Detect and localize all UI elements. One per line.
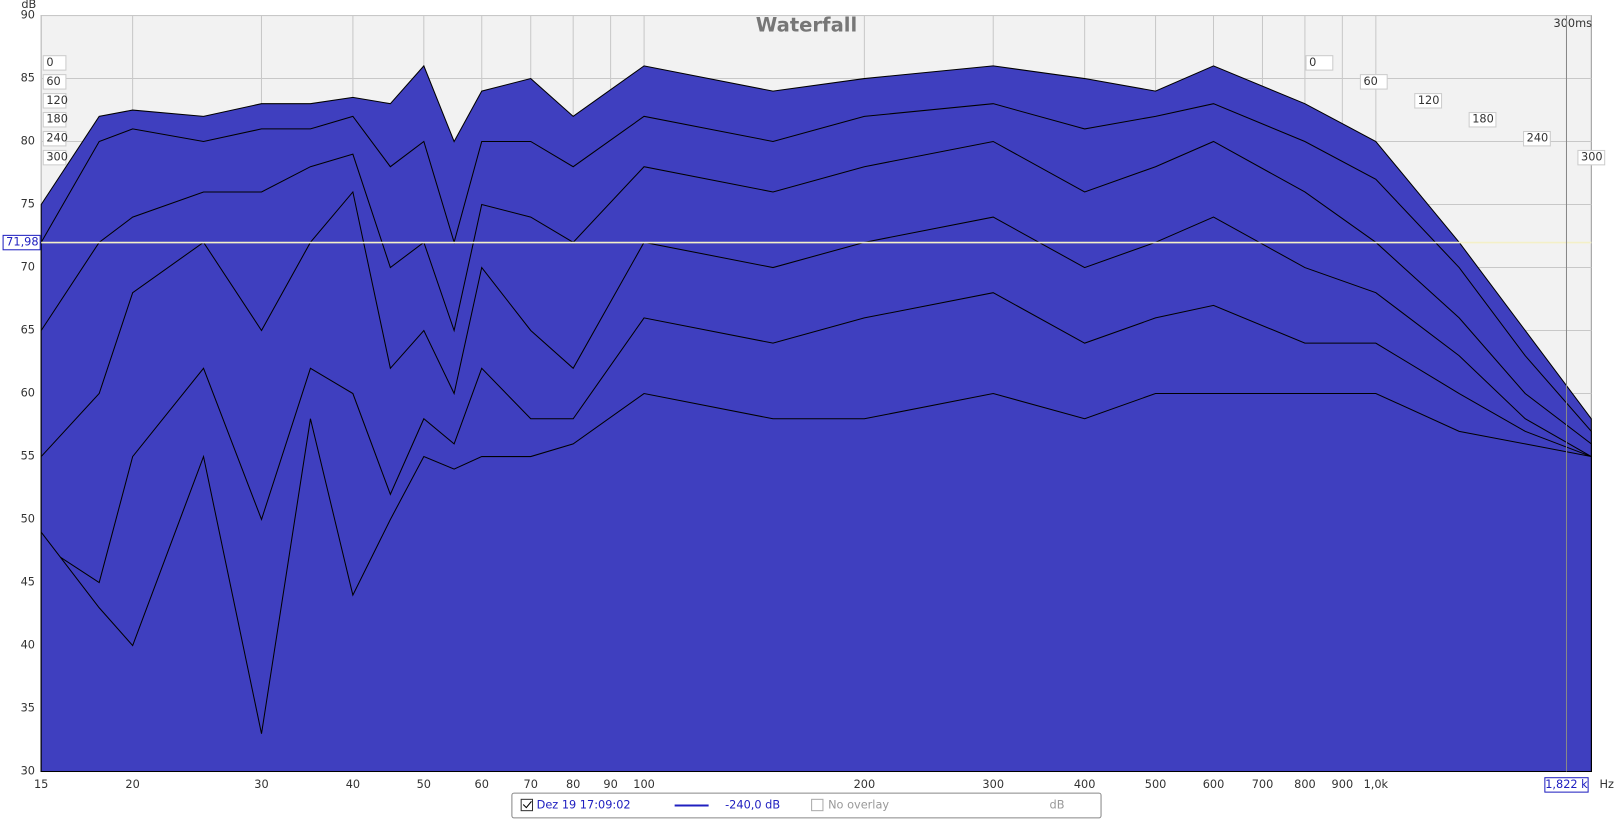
y-tick-label: 35 — [21, 701, 35, 715]
legend-box — [511, 792, 1102, 819]
check — [522, 801, 532, 809]
x-tick-label: 200 — [854, 777, 876, 791]
z-tick-label: 120 — [46, 93, 68, 107]
x-tick-label: 80 — [566, 777, 580, 791]
z-label-box — [42, 74, 67, 90]
y-tick-label: 65 — [21, 323, 35, 337]
z-tick-label: 180 — [46, 112, 68, 126]
legend-measurement[interactable]: Dez 19 17:09:02 — [537, 798, 631, 812]
x-tick-label: 600 — [1203, 777, 1225, 791]
checkbox[interactable] — [520, 798, 534, 812]
z-label-box — [1468, 112, 1497, 128]
legend-overlay[interactable]: No overlay — [828, 798, 889, 812]
z-label-box — [1414, 93, 1443, 109]
x-tick-label: 700 — [1252, 777, 1274, 791]
z-tick-label: 300 — [46, 150, 68, 164]
y-tick-label: 75 — [21, 197, 35, 211]
x-tick-label: 15 — [34, 777, 48, 791]
z-end-label: 300ms — [1554, 16, 1593, 30]
z-tick-label: 300 — [1581, 150, 1603, 164]
chart-title: Waterfall — [756, 13, 857, 36]
x-tick-label: 60 — [475, 777, 489, 791]
x-tick-label: 50 — [417, 777, 431, 791]
z-label-box — [42, 55, 67, 71]
x-tick-label: 20 — [125, 777, 139, 791]
x-tick-label: 100 — [633, 777, 655, 791]
x-tick-label: 400 — [1074, 777, 1096, 791]
legend-unit: dB — [1050, 798, 1065, 812]
legend-level: -240,0 dB — [725, 798, 780, 812]
y-unit: dB — [21, 0, 36, 11]
z-tick-label: 60 — [46, 74, 60, 88]
z-label-box — [1523, 130, 1551, 147]
z-tick-label: 0 — [46, 55, 53, 69]
cursor-x-box — [1544, 777, 1589, 793]
z-tick-label: 0 — [1309, 55, 1316, 69]
x-tick-label: 800 — [1294, 777, 1316, 791]
y-tick-label: 90 — [21, 8, 35, 22]
z-tick-label: 180 — [1472, 112, 1494, 126]
y-tick-label: 85 — [21, 71, 35, 85]
y-tick-label: 50 — [21, 512, 35, 526]
cursor-x-label: 1,822 k — [1545, 777, 1588, 791]
x-tick-label: 90 — [603, 777, 617, 791]
waterfall-slice — [40, 392, 1592, 773]
x-unit: Hz — [1600, 777, 1615, 791]
x-tick-label: 40 — [346, 777, 360, 791]
y-tick-label: 70 — [21, 260, 35, 274]
z-label-box — [42, 130, 67, 147]
z-tick-label: 60 — [1363, 74, 1377, 88]
overlay-checkbox[interactable] — [811, 798, 824, 812]
x-tick-label: 30 — [254, 777, 268, 791]
z-tick-label: 120 — [1418, 93, 1440, 107]
z-label-box — [1359, 74, 1388, 90]
y-tick-label: 55 — [21, 449, 35, 463]
cursor-y-box — [2, 234, 41, 251]
y-tick-label: 80 — [21, 134, 35, 148]
z-tick-label: 240 — [1527, 131, 1549, 145]
waterfall — [40, 64, 1592, 773]
y-tick-label: 30 — [21, 764, 35, 778]
z-tick-label: 240 — [46, 131, 68, 145]
z-label-box — [42, 149, 67, 166]
z-label-box — [42, 112, 67, 128]
x-tick-label: 500 — [1145, 777, 1167, 791]
x-tick-label: 70 — [524, 777, 538, 791]
cursor-y-label: 71,98 — [6, 235, 38, 249]
x-tick-label: 900 — [1332, 777, 1354, 791]
z-label-box — [1577, 149, 1606, 166]
y-tick-label: 60 — [21, 386, 35, 400]
z-label-box — [42, 93, 67, 109]
z-label-box — [1305, 55, 1334, 71]
y-tick-label: 40 — [21, 638, 35, 652]
legend: Dez 19 17:09:02 -240,0 dB No overlay dB — [511, 792, 1102, 819]
x-tick-label: 300 — [982, 777, 1004, 791]
y-tick-label: 45 — [21, 575, 35, 589]
x-tick-label: 1,0k — [1364, 777, 1389, 791]
